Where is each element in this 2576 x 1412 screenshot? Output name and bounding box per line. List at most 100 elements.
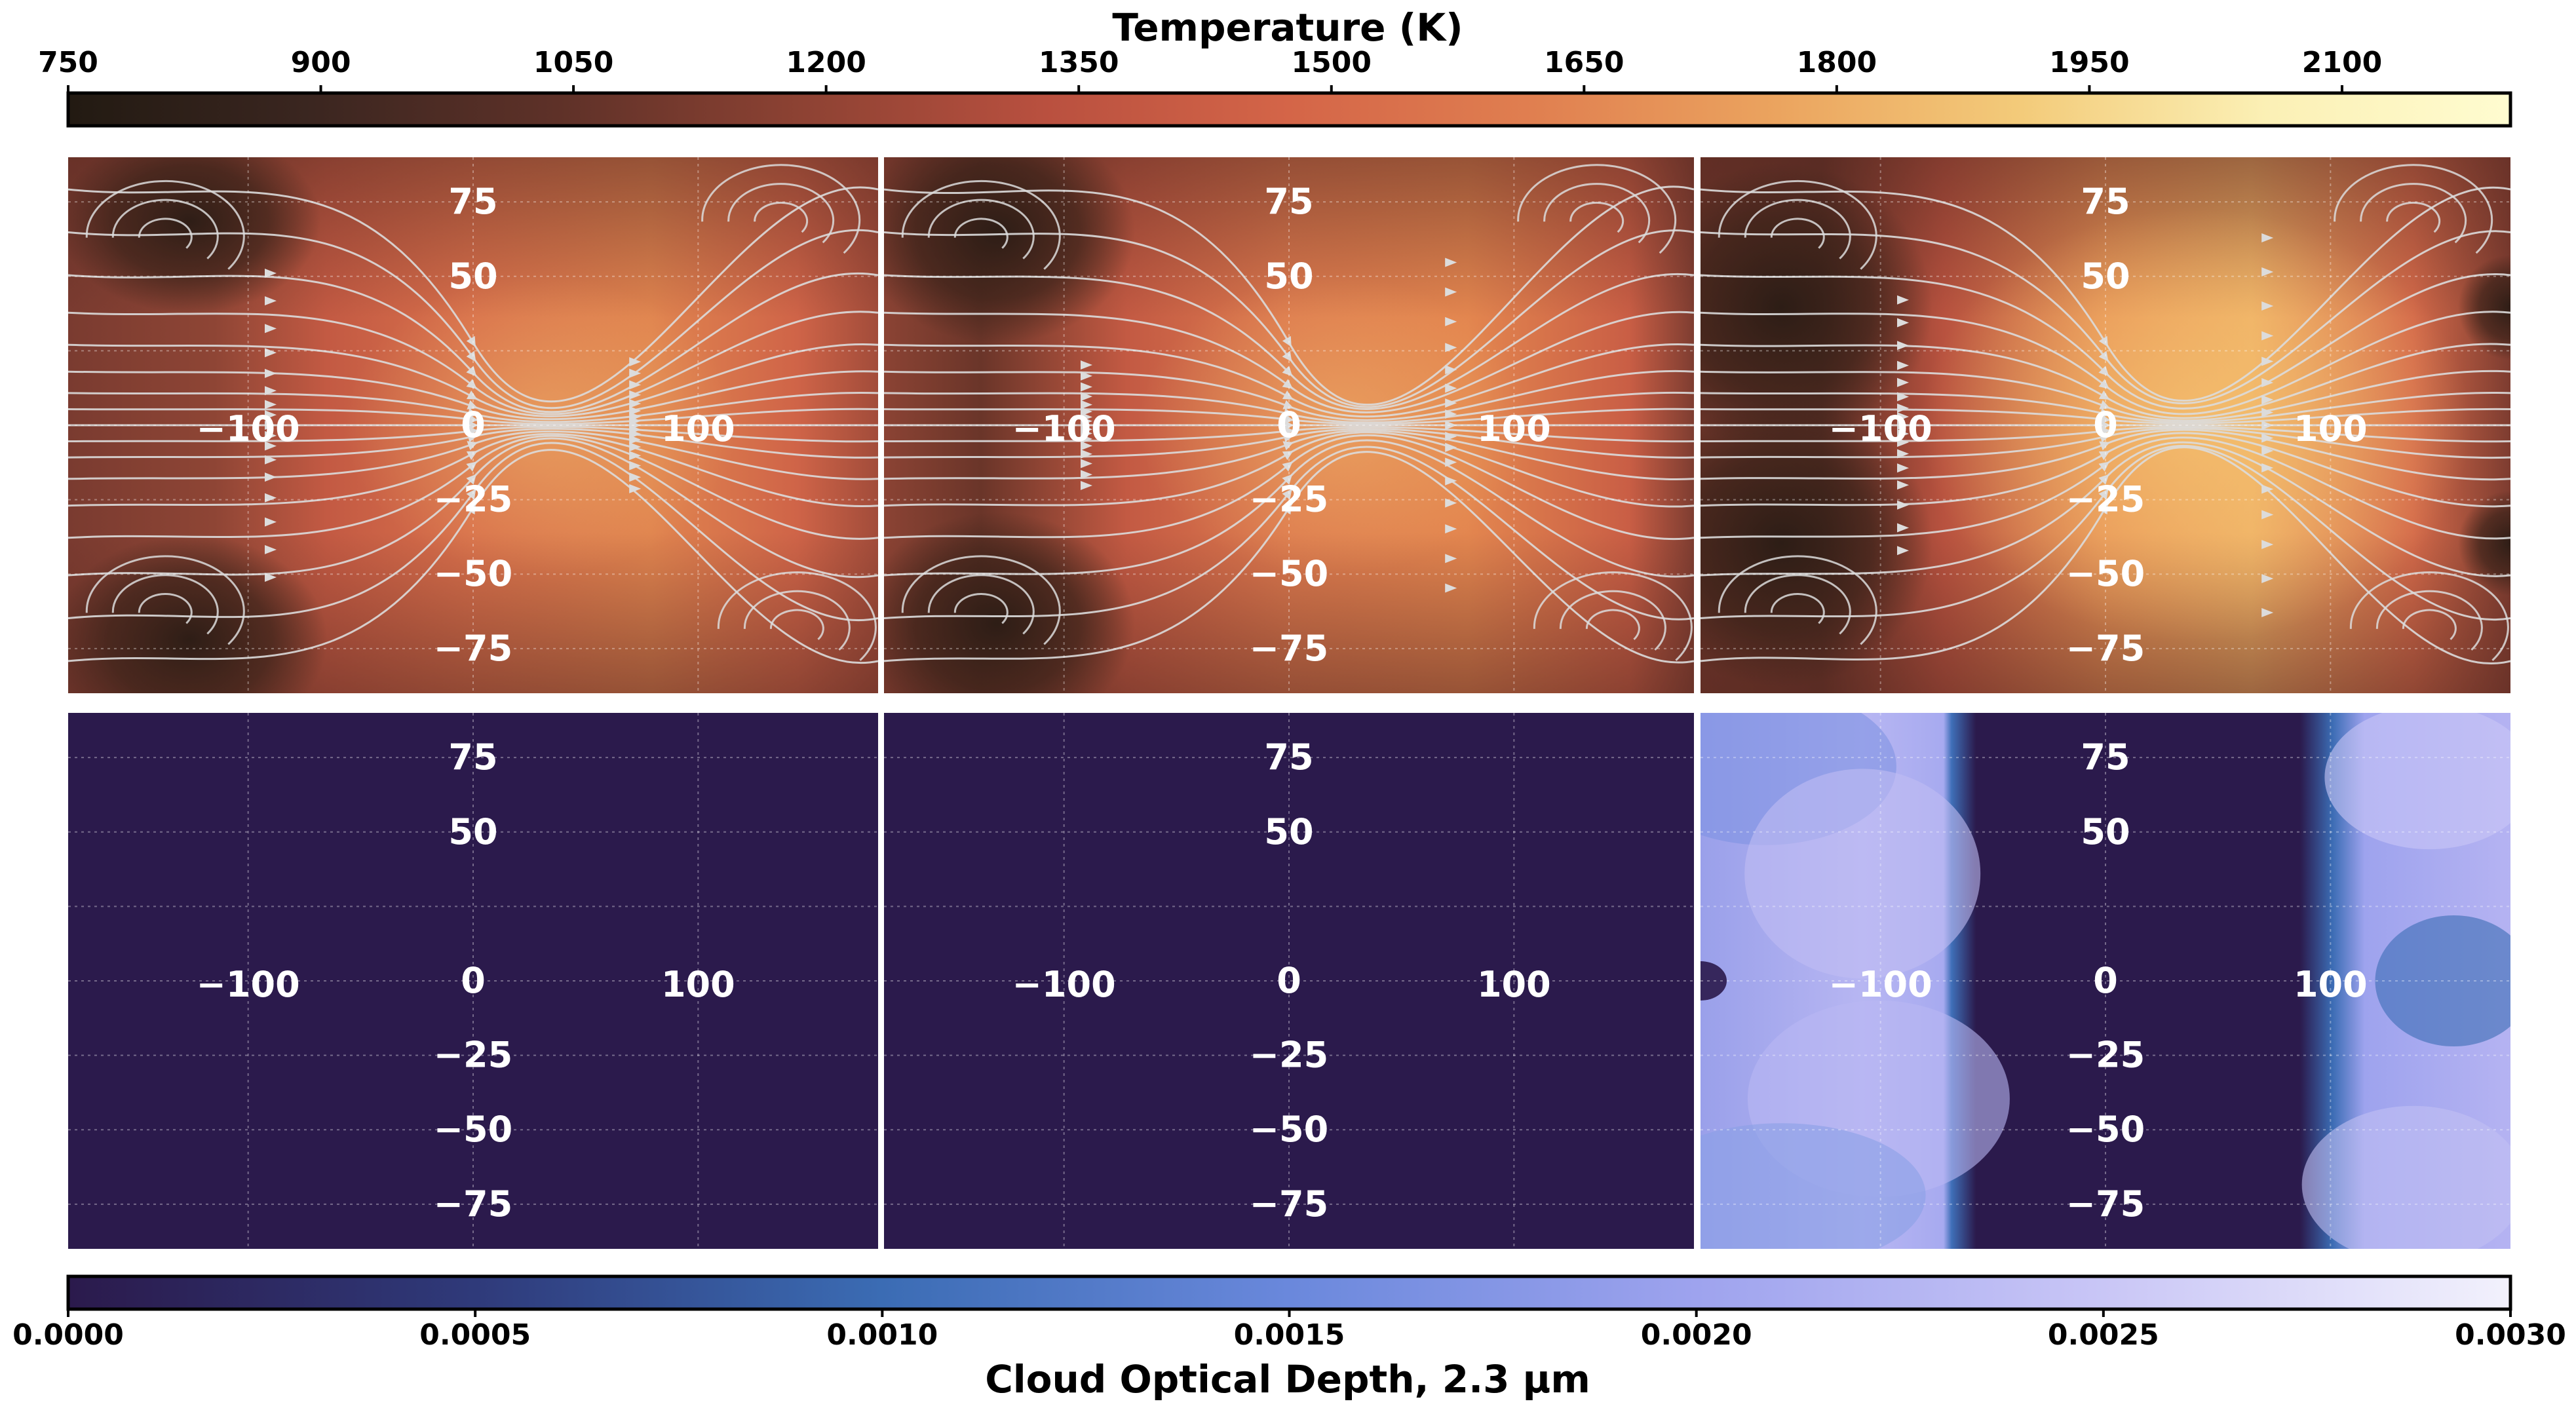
streamline-arrow [265,544,277,554]
cloud-tick-label: 0.0005 [419,1318,531,1352]
streamline-arrow [265,493,277,503]
streamline [68,425,878,443]
streamline [1585,609,1640,640]
streamline-arrow [2261,331,2274,341]
streamline [901,180,1061,270]
temperature-tick-label: 900 [291,46,351,79]
streamline [1559,590,1666,651]
streamline-arrow [1897,546,1909,556]
longitude-tick-label: −100 [1829,964,1932,1005]
latitude-tick-label: 75 [448,736,497,778]
streamline-arrow [2261,540,2274,550]
streamline [2360,183,2467,244]
streamline-arrow [2261,233,2274,242]
streamline [2402,609,2457,640]
latitude-tick-label: 75 [1264,736,1313,778]
latitude-tick-label: −50 [2066,553,2145,594]
streamline [68,229,878,410]
streamline-arrow [1081,459,1092,468]
streamline-arrow [1445,583,1457,593]
streamline-arrow [265,441,277,451]
streamline-arrow [629,357,642,367]
streamline-arrow [1081,480,1092,490]
streamline [68,186,878,403]
streamline [1701,427,2510,459]
streamline [769,609,824,640]
longitude-tick-label: 100 [661,964,735,1005]
latitude-tick-label: −75 [2066,628,2145,669]
streamline [2386,201,2441,233]
longitude-tick-label: 100 [2294,964,2368,1005]
cloud-panel-3: 75 50 0 −25 −50 −75 −100 100 [1701,713,2510,1249]
cloud-colorbar-ticks: 0.0000 0.0005 0.0010 0.0015 0.0020 0.0025 0.00… [12,1309,2566,1352]
latitude-tick-label: 50 [448,256,497,297]
latitude-tick-label: −50 [1250,553,1328,594]
temperature-colorbar-ticks: 750 900 1050 1200 1350 1500 1650 1800 1950 2100 [38,46,2382,93]
streamline [68,392,878,423]
streamline-arrow [265,573,277,582]
latitude-tick-label: 75 [2081,181,2130,222]
streamline [1744,574,1851,635]
streamline-arrow [265,268,277,278]
streamline [884,426,1694,443]
streamline [68,311,878,415]
streamline-arrow [1445,398,1457,408]
temperature-colorbar-title: Temperature (K) [1112,5,1463,50]
streamline [884,408,1694,425]
streamline [138,593,193,624]
streamline-arrow [1897,318,1909,328]
cloud-panel-1: 75 50 0 −25 −50 −75 −100 100 [68,713,878,1249]
streamline-arrow [1897,295,1909,305]
streamline [85,555,245,645]
streamline-arrow [2261,377,2274,387]
streamline-arrow [1445,258,1457,267]
latitude-tick-label: −50 [1250,1109,1328,1150]
streamline [884,434,1694,541]
streamline-arrow [2261,408,2274,417]
cloud-blob [2301,1105,2510,1249]
streamline [953,218,1009,249]
streamline [1701,429,2510,481]
streamline-arrow [2261,433,2274,443]
temperature-tick-label: 2100 [2302,46,2382,79]
streamline [884,431,1694,508]
streamline [1701,444,2510,621]
longitude-tick-label: 100 [1477,408,1551,449]
streamline-arrow [2261,421,2274,430]
latitude-tick-label: −75 [2066,1183,2145,1225]
streamline [901,555,1061,645]
streamline-arrow [1897,500,1909,510]
streamline-arrow [2261,301,2274,311]
streamline [2349,571,2509,661]
latitude-tick-label: 50 [2081,256,2130,297]
streamline-arrow [265,400,277,410]
streamline-arrow [265,472,277,482]
streamline [884,273,1694,410]
longitude-tick-label: −100 [1012,408,1116,449]
cold-region [2458,490,2510,596]
cloud-colorbar-title: Cloud Optical Depth, 2.3 μm [985,1357,1590,1402]
streamline-arrow [1897,449,1909,459]
streamline [1744,199,1851,259]
streamline-arrow [1897,523,1909,533]
streamline-arrow [2261,394,2274,404]
streamline-arrow [1445,316,1457,326]
cloud-blob [2375,915,2510,1046]
streamline-arrow [265,348,277,358]
streamline [754,201,809,233]
streamline [1533,571,1693,661]
streamline-arrow [2261,608,2274,618]
streamline [1701,187,2510,402]
streamline [1718,555,1877,645]
streamline-arrow [1081,470,1092,480]
streamline-arrow [629,429,642,439]
streamline [1701,343,2510,419]
streamline-arrow [265,296,277,306]
cold-region [2458,255,2510,360]
streamline [1569,201,1624,233]
streamline [111,199,219,259]
latitude-tick-label: 50 [448,811,497,852]
streamline [1718,180,1877,270]
streamline-arrow [265,410,277,420]
